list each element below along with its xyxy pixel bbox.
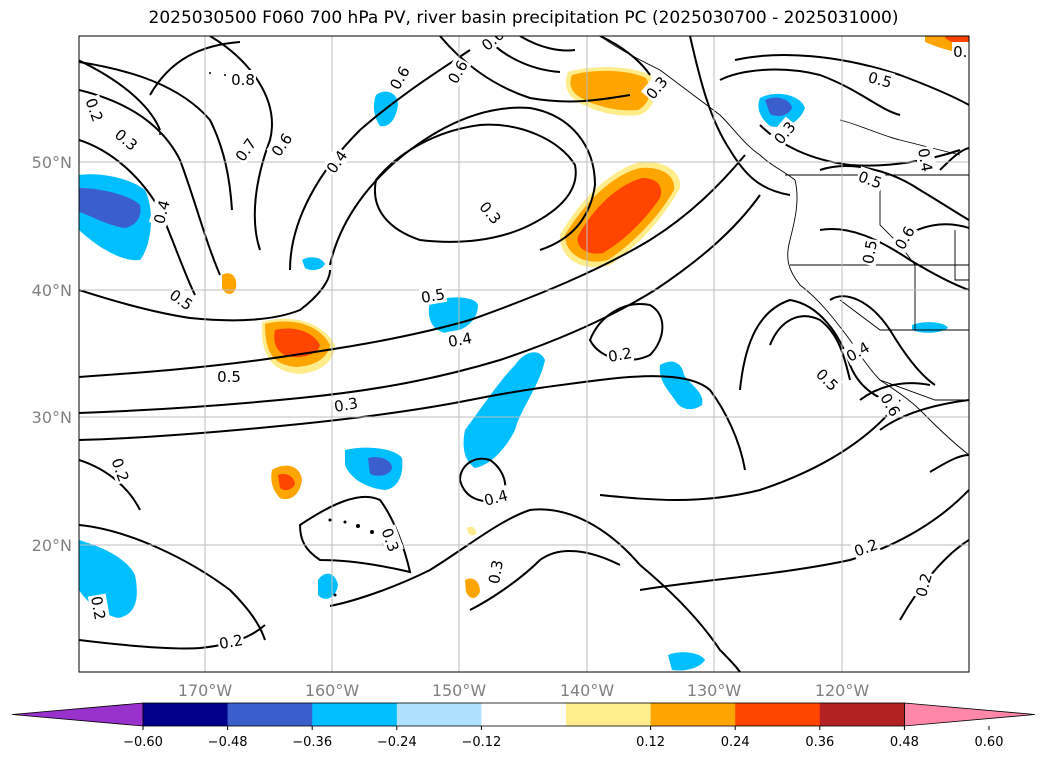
colorbar-extend-max [904,702,1036,727]
colorbar-segment [227,703,313,726]
contour-label-bg [952,42,969,60]
contour-label-bg [331,392,361,416]
colorbar: −0.60 −0.48 −0.36 −0.24 −0.12 0.12 0.24 0.36 0.4… [11,702,1036,750]
colorbar-segment [312,703,398,726]
lon-label: 170°W [178,681,233,700]
colorbar-tick-label: −0.12 [461,735,501,750]
contour-label: 0.5 [953,43,977,61]
contour-label-bg [850,534,881,560]
contour-label-bg [768,116,800,149]
colorbar-segment [481,703,567,726]
lon-label: 140°W [560,681,615,700]
contour-label-bg [605,342,635,366]
contour-label-bg [476,36,509,55]
lat-label: 40°N [32,281,72,300]
contour-label-bg [165,284,198,315]
lon-label: 150°W [432,681,487,700]
contour-label-bg [855,166,886,192]
positive-precip-shading [222,36,969,598]
contour-label-bg [640,71,672,104]
contour-label: 0.2 [218,631,245,653]
negative-precip-shading [79,91,948,671]
contour-label-bg [148,196,174,227]
colorbar-segment [650,703,736,726]
contour-label-bg [914,145,938,175]
colorbar-segment [735,703,821,726]
contour-label-bg [82,94,108,125]
colorbar-tick-label: 0.24 [721,735,750,750]
contour-label-bg [230,133,261,166]
contour-label: 0.3 [485,559,507,586]
contour-label-bg [230,70,256,88]
contour-label: 0.4 [150,198,174,226]
contour-label: 0.5 [420,285,447,307]
colorbar-segment [143,703,229,726]
colorbar-segment [396,703,482,726]
contour-label-bg [442,55,472,88]
colorbar-tick-label: −0.36 [292,735,332,750]
contour-label-bg [216,367,242,385]
contour-label-bg [889,221,919,254]
colorbar-tick-label: −0.60 [123,735,163,750]
colorbar-tick-label: 0.36 [805,735,834,750]
latitude-labels: 50°N 40°N 30°N 20°N [32,153,72,555]
contour-label: 0.2 [607,344,634,366]
contour-label-bg [841,336,874,366]
map-title: 2025030500 F060 700 hPa PV, river basin … [148,8,899,28]
contour-label-bg [110,123,143,155]
contour-label-bg [865,66,896,92]
contour-label: 0.5 [217,368,241,386]
colorbar-tick-label: 0.60 [975,735,1004,750]
lat-label: 30°N [32,408,72,427]
graticule [79,36,969,672]
contour-label: 0.2 [87,595,109,622]
contour-label-bg [876,388,906,421]
colorbar-segment [819,703,905,726]
lat-label: 20°N [32,536,72,555]
lon-label: 160°W [305,681,360,700]
contour-label-bg [384,61,414,94]
contour-label-bg [910,569,936,600]
colorbar-tick-label: −0.24 [377,735,417,750]
colorbar-frame [142,702,905,727]
contour-label-bg [445,327,475,351]
lon-label: 130°W [687,681,742,700]
contour-label-bg [266,128,297,161]
contour-label-bg [475,196,507,229]
contour-label: 0.4 [914,147,936,174]
contour-label-bg [108,454,134,485]
contour-label: 0.2 [912,571,936,599]
contour-label-bg [321,145,352,178]
map-frame [78,35,970,673]
coastlines [599,36,969,456]
contour-label: 0.5 [866,68,894,92]
contour-label: 0.3 [333,394,360,416]
colorbar-segment [566,703,652,726]
lon-label: 120°W [815,681,870,700]
contour-label: 0.5 [859,239,881,266]
colorbar-tick-label: −0.48 [208,735,248,750]
colorbar-extend-min [11,702,144,727]
lat-label: 50°N [32,153,72,172]
contour-label-bg [480,484,511,510]
longitude-labels: 170°W 160°W 150°W 140°W 130°W 120°W [178,681,870,700]
contour-label-bg [857,237,881,267]
contour-label: 0.4 [482,486,510,510]
contour-label-bg [378,524,404,555]
contour-label-bg [87,593,111,623]
contour-label-bg [483,557,507,587]
contour-label: 0.8 [231,71,255,89]
pv-contours [79,36,969,672]
contour-label-bg [418,283,448,307]
contour-label-bg [216,629,246,653]
colorbar-tick-label: 0.12 [636,735,665,750]
colorbar-tick-label: 0.48 [890,735,919,750]
contour-label-bg [812,363,844,395]
contour-label: 0.4 [447,329,474,351]
